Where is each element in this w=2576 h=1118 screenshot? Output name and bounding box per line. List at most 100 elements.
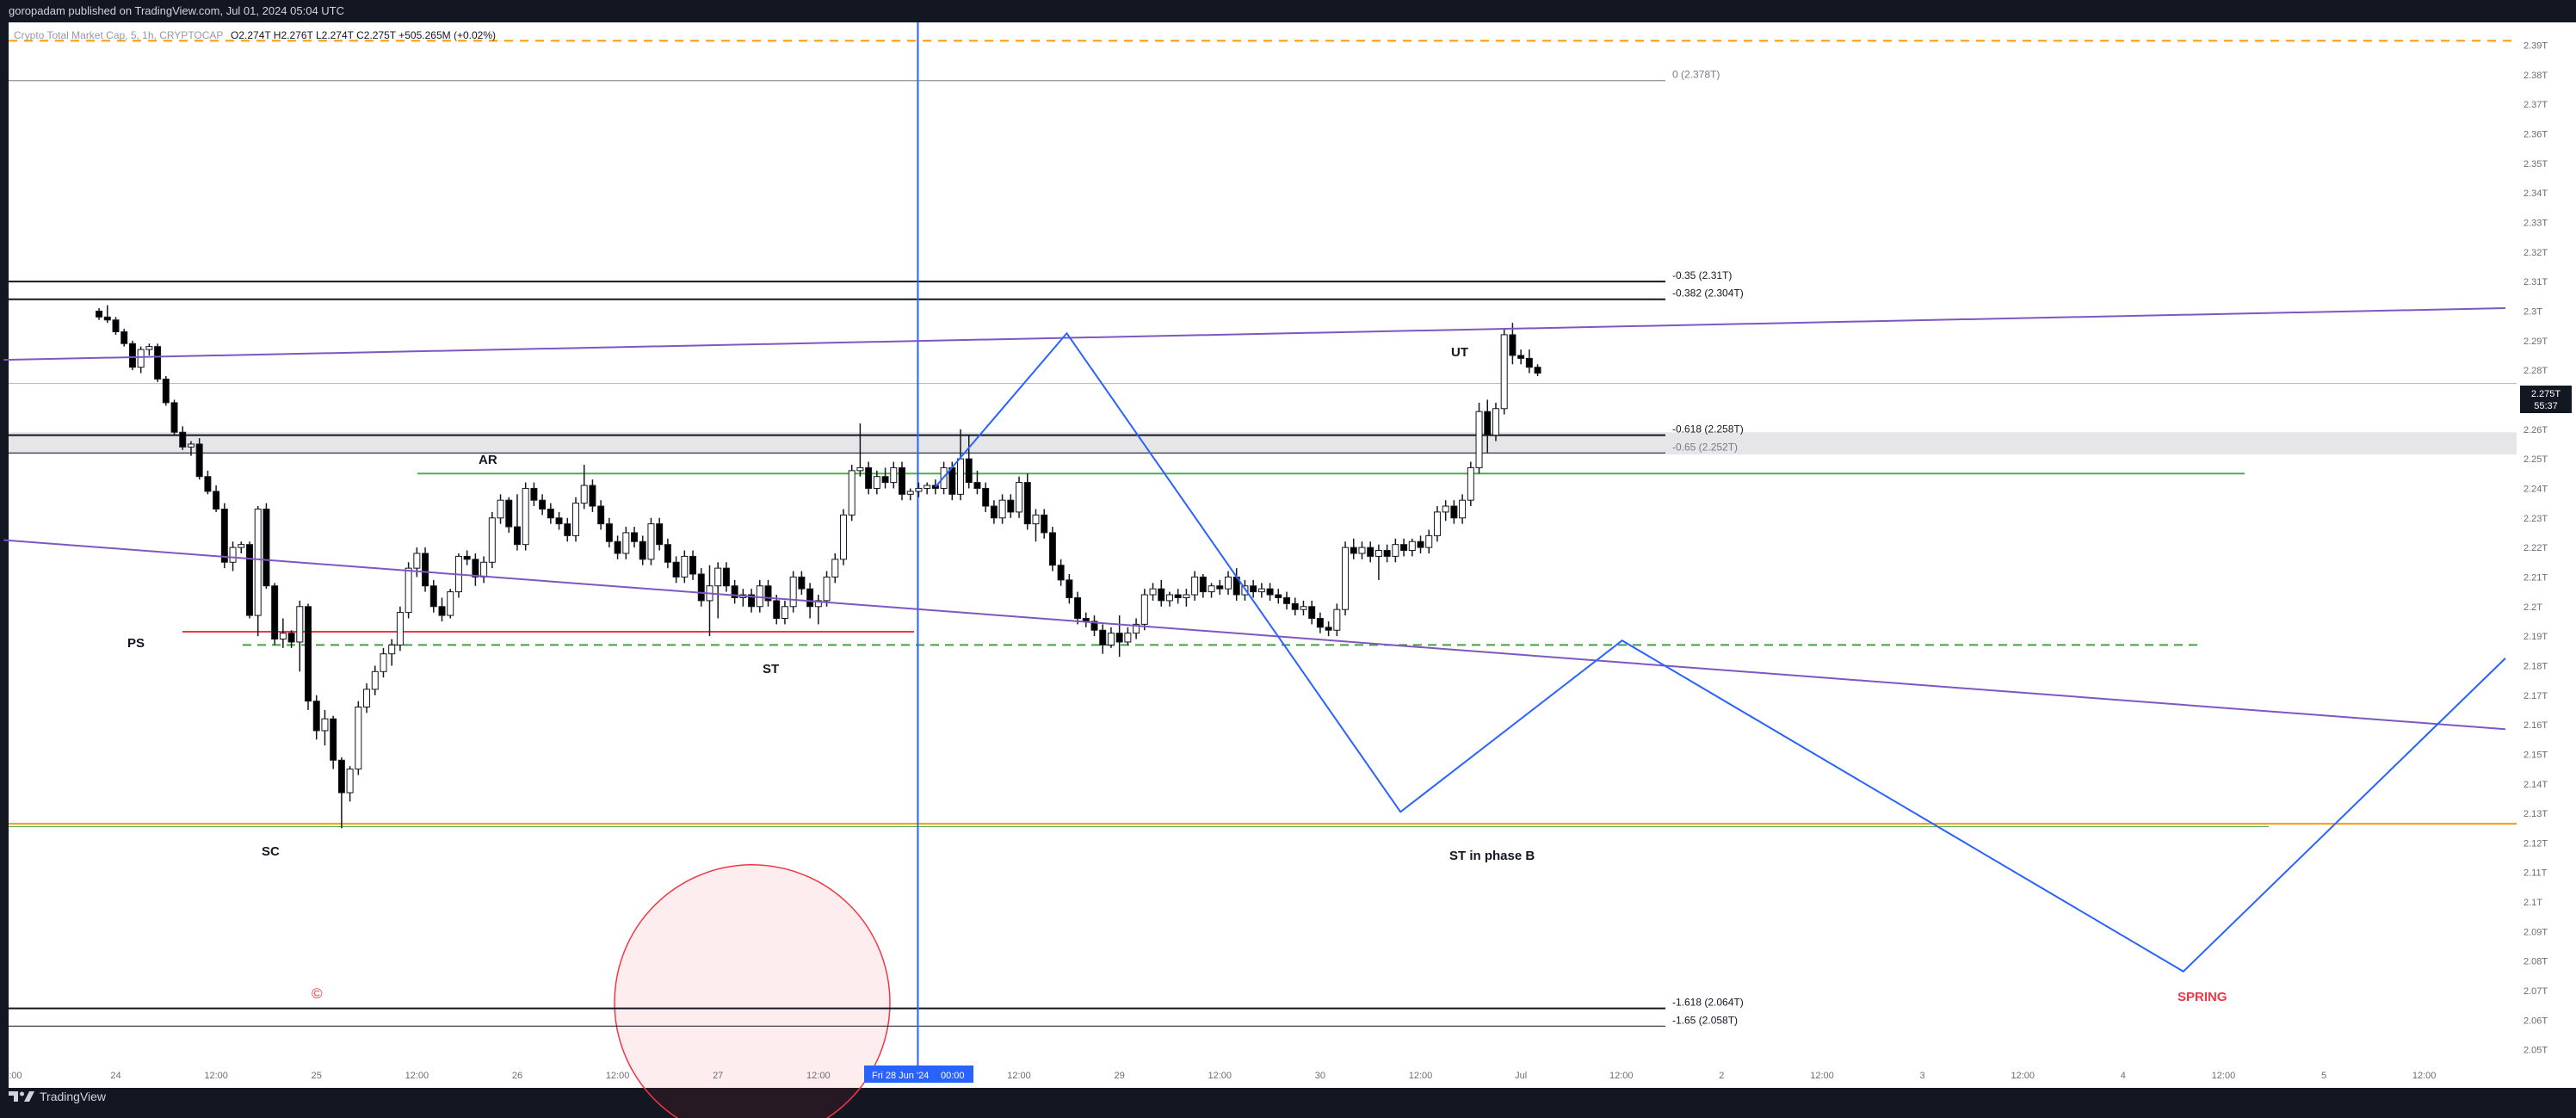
candle-body [1183, 594, 1190, 598]
projection-path [935, 331, 2506, 973]
candle-body [873, 476, 880, 489]
candle-body [681, 555, 689, 578]
candle-body [1216, 585, 1224, 590]
candle-body [906, 491, 914, 495]
candle-body [1450, 505, 1458, 519]
candle-body [1057, 565, 1065, 581]
time-axis-label: 27 [713, 1071, 723, 1081]
candle-body [1291, 602, 1299, 610]
price-axis-label: 2.25T [2523, 454, 2548, 465]
candle-body [145, 346, 153, 350]
price-axis-label: 2.3T [2523, 306, 2542, 317]
candle-body [1525, 357, 1533, 368]
price-axis-label: 2.23T [2523, 514, 2548, 524]
candle-body [438, 606, 446, 616]
candle-body [622, 532, 630, 554]
candle-body [982, 487, 990, 507]
candle-body [1115, 633, 1123, 643]
candle-body [522, 487, 529, 546]
candle-body [480, 561, 488, 578]
candle-body [1283, 596, 1291, 604]
time-axis-label: 2 [1719, 1071, 1724, 1081]
tradingview-logo[interactable]: TradingView [9, 1090, 106, 1103]
candle-body [1342, 547, 1350, 610]
candle-body [447, 591, 454, 616]
candle-body [396, 612, 404, 645]
price-axis-label: 2.11T [2523, 868, 2548, 879]
fib-label-165: -1.65 (2.058T) [1672, 1014, 1738, 1026]
candle-body [1007, 499, 1015, 513]
price-axis-label: 2.26T [2523, 425, 2548, 435]
candle-body [806, 588, 814, 608]
candle-body [789, 576, 797, 608]
candle-body [312, 701, 320, 732]
candle-body [1250, 585, 1257, 593]
candle-body [689, 555, 697, 575]
time-axis-label: 30 [1315, 1071, 1325, 1081]
candle-body [1149, 588, 1157, 596]
candle-body [1459, 499, 1467, 519]
candle-body [1099, 629, 1107, 645]
candle-body [213, 491, 220, 510]
time-axis-label: 24 [110, 1071, 120, 1081]
price-axis-label: 2.32T [2523, 248, 2548, 258]
price-axis-label: 2.09T [2523, 927, 2548, 937]
candle-body [1048, 532, 1056, 566]
time-axis-label: 12:00 [2412, 1071, 2437, 1081]
candle-body [195, 443, 203, 478]
candle-body [405, 567, 412, 614]
candle-body [1224, 576, 1232, 590]
time-axis-label: 4 [2121, 1071, 2126, 1081]
candle-body [187, 443, 195, 448]
candle-body [664, 544, 671, 563]
annotation-st-phase-b: ST in phase B [1449, 849, 1535, 863]
candle-body [1467, 466, 1474, 501]
candle-body [814, 600, 822, 608]
price-axis-label: 2.19T [2523, 632, 2548, 642]
price-axis-label: 2.39T [2523, 41, 2548, 52]
price-axis-label: 2.07T [2523, 986, 2548, 997]
time-axis-label: 12:00 [606, 1071, 630, 1081]
price-axis-label: 2.06T [2523, 1016, 2548, 1026]
publisher-text: goropadam published on TradingView.com, … [9, 4, 345, 17]
candle-body [823, 576, 831, 602]
candle-body [380, 653, 387, 672]
candle-body [1333, 608, 1341, 631]
candle-body [1133, 623, 1140, 634]
fib-label-0618: -0.618 (2.258T) [1672, 423, 1744, 435]
time-axis-label: 25 [312, 1071, 322, 1081]
candle-body [497, 499, 504, 519]
candle-body [965, 458, 973, 484]
fib-label-035: -0.35 (2.31T) [1672, 269, 1732, 281]
candle-body [764, 585, 772, 602]
candle-body [1124, 633, 1132, 643]
candle-body [1074, 596, 1082, 620]
candle-body [614, 540, 621, 554]
candle-body [1417, 540, 1424, 548]
candle-body [204, 476, 212, 492]
circle-drawing[interactable] [614, 864, 891, 1118]
time-axis-label: 26 [512, 1071, 522, 1081]
time-axis-label: 12:00 [405, 1071, 429, 1081]
price-axis[interactable] [2517, 22, 2576, 1088]
candle-body [571, 503, 579, 536]
candle-body [1358, 547, 1366, 554]
fib-label-0: 0 (2.378T) [1672, 69, 1720, 81]
candle-body [839, 514, 847, 560]
candle-body [781, 606, 788, 620]
candle-body [355, 706, 362, 770]
crosshair-time: 00:00 [941, 1071, 965, 1081]
candle-body [1325, 627, 1332, 631]
annotation-ps: PS [127, 636, 145, 651]
candle-body [924, 485, 931, 489]
candle-body [1534, 367, 1541, 374]
channel-upper-line [3, 307, 2505, 361]
current-price: 2.275T [2531, 389, 2561, 399]
candle-body [1066, 579, 1073, 598]
candle-body [1090, 621, 1098, 631]
candle-body [154, 346, 162, 380]
price-axis-label: 2.28T [2523, 366, 2548, 376]
candle-body [1140, 594, 1148, 625]
legend-symbol[interactable]: Crypto Total Market Cap, 5, 1h, CRYPTOCA… [14, 29, 223, 41]
